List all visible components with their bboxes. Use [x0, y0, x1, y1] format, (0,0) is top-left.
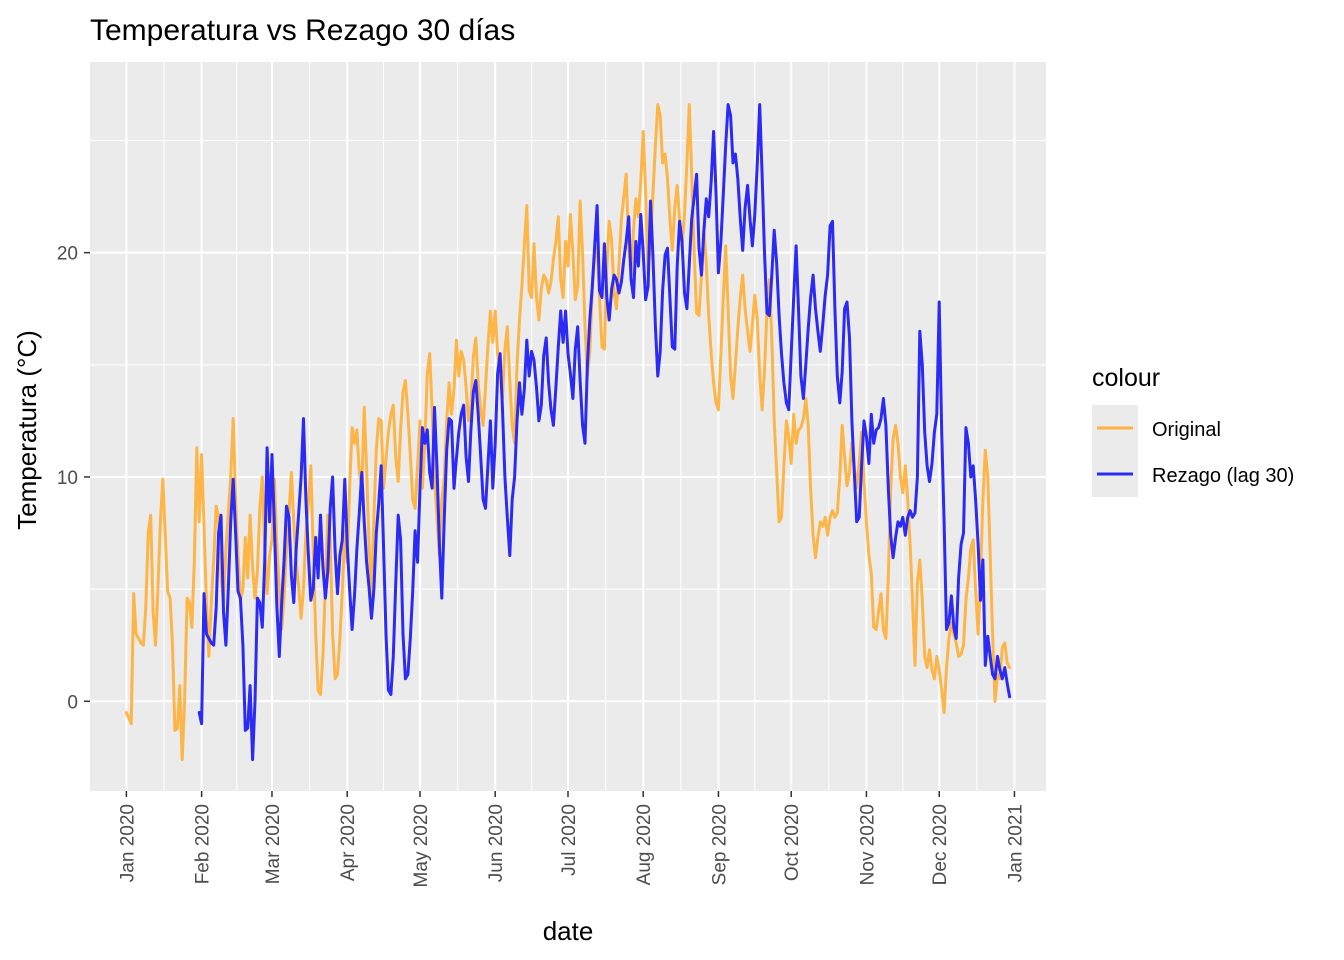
- x-tick-label: Oct 2020: [782, 804, 803, 881]
- legend-title: colour: [1092, 364, 1160, 392]
- x-tick-label: Jun 2020: [486, 804, 507, 882]
- x-tick-label: Jan 2021: [1005, 804, 1026, 882]
- series-line-rezago: [197, 103, 1012, 762]
- x-tick-label: May 2020: [411, 804, 432, 887]
- x-tick-label: Nov 2020: [857, 804, 878, 885]
- y-axis-title: Temperatura (°C): [12, 330, 42, 530]
- series-layer: [124, 103, 1012, 762]
- x-tick-label: Dec 2020: [930, 804, 951, 885]
- x-axis-title: date: [543, 916, 594, 946]
- legend: colour Original Rezago (lag 30): [1092, 364, 1294, 497]
- x-tick-label: Sep 2020: [709, 804, 730, 885]
- y-tick-label: 0: [67, 692, 78, 713]
- legend-label-original: Original: [1152, 419, 1221, 441]
- x-tick-label: Aug 2020: [634, 804, 655, 885]
- legend-label-rezago: Rezago (lag 30): [1152, 465, 1294, 487]
- x-tick-label: Mar 2020: [263, 804, 284, 884]
- y-axis: 0 10 20: [57, 244, 90, 713]
- y-tick-label: 20: [57, 244, 78, 265]
- series-line-original: [124, 103, 1012, 762]
- chart-title: Temperatura vs Rezago 30 días: [90, 14, 515, 47]
- x-tick-label: Jan 2020: [117, 804, 138, 882]
- x-tick-label: Jul 2020: [559, 804, 580, 876]
- y-tick-label: 10: [57, 468, 78, 489]
- x-tick-label: Feb 2020: [193, 804, 214, 884]
- x-axis: Jan 2020 Feb 2020 Mar 2020 Apr 2020 May 2020…: [117, 791, 1026, 887]
- x-tick-label: Apr 2020: [338, 804, 359, 881]
